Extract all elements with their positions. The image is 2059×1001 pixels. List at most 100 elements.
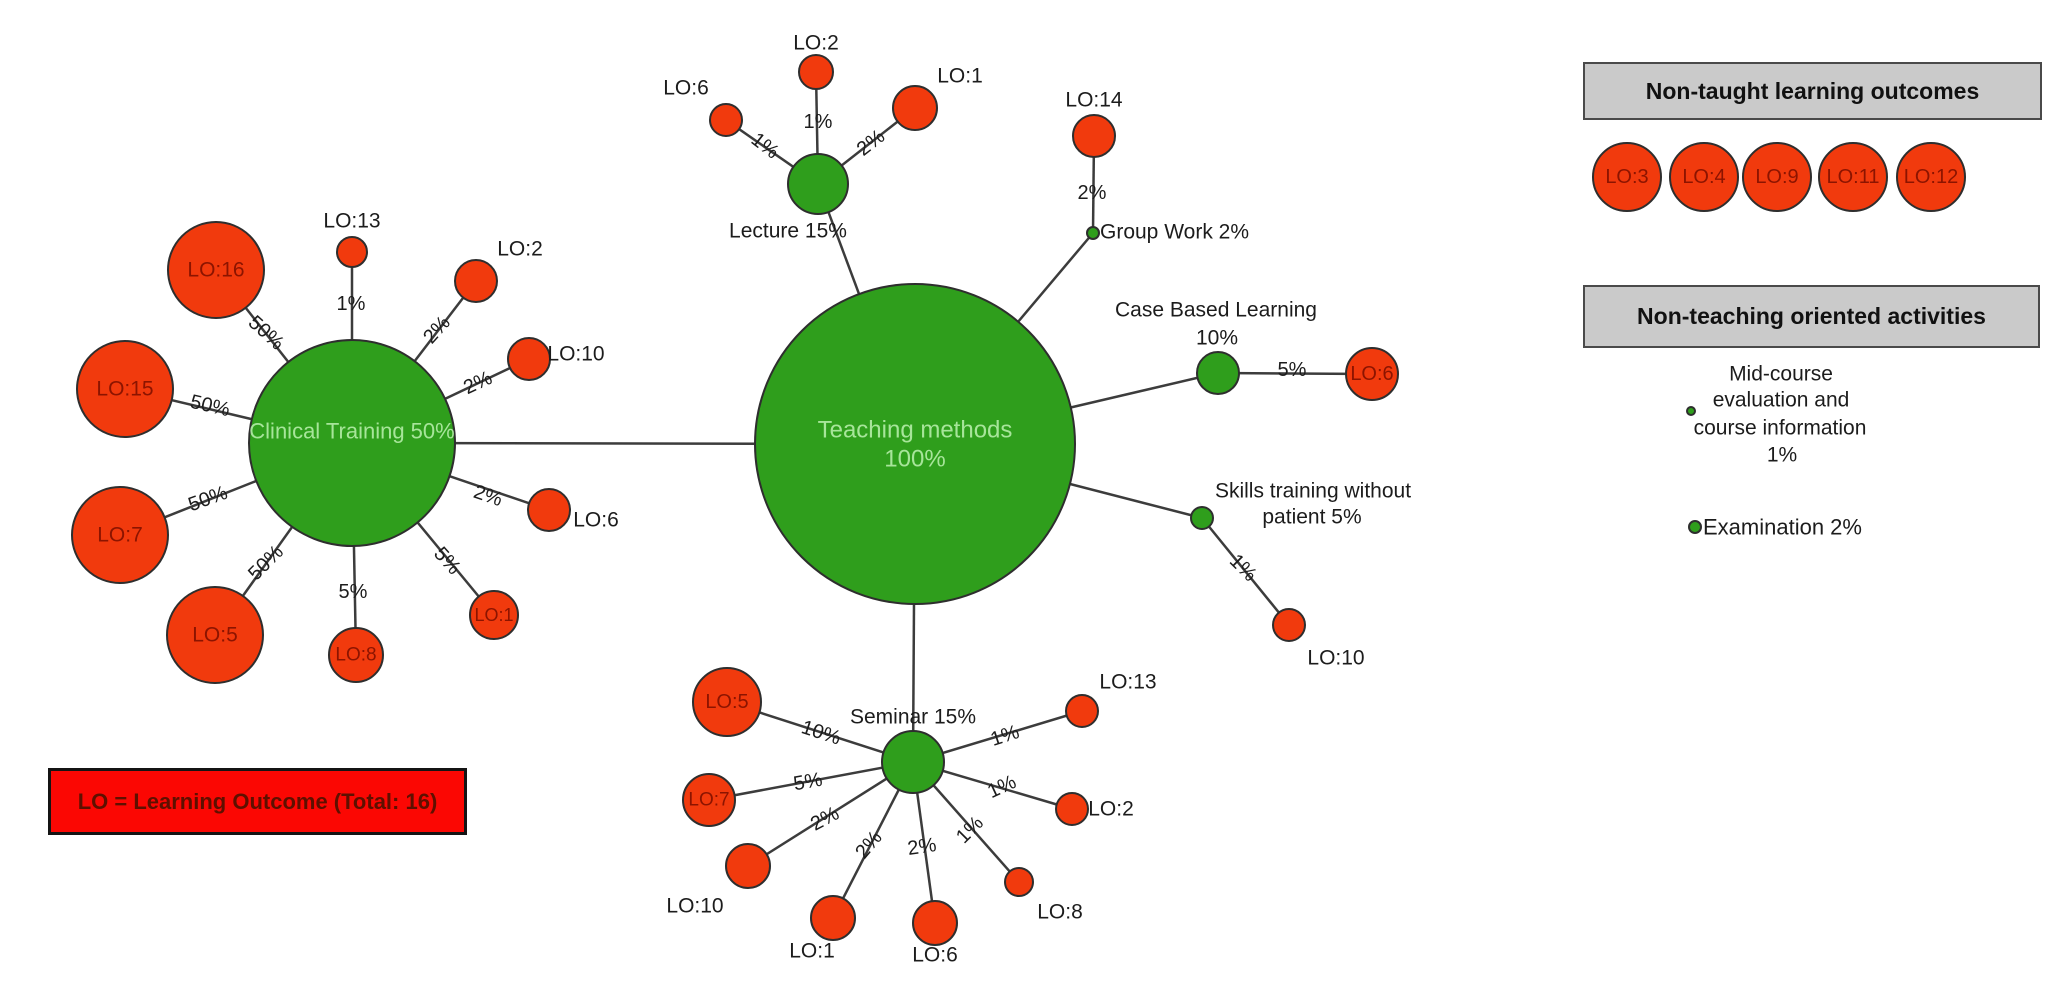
pct-clinical-lo13: 1% <box>337 293 366 315</box>
label-seminar-lo7: LO:7 <box>688 790 729 811</box>
pct-clinical-lo16: 50% <box>244 311 289 354</box>
label-skills-lo10: LO:10 <box>1307 647 1364 670</box>
pct-clinical-lo15: 50% <box>188 391 232 421</box>
label-casebased-lo6: LO:6 <box>1350 363 1393 385</box>
node-clinical-lo6 <box>527 488 571 532</box>
pct-seminar-lo6: 2% <box>906 834 938 860</box>
midcourse-line2: evaluation and <box>1713 389 1850 412</box>
pct-seminar-lo5: 10% <box>799 716 844 749</box>
node-lecture <box>787 153 849 215</box>
node-panel-lo12 <box>1896 142 1966 212</box>
node-groupwork <box>1086 226 1100 240</box>
label-clinical-lo5: LO:5 <box>192 624 238 647</box>
label-skills-line2: patient 5% <box>1262 506 1361 529</box>
pct-lecture-lo2: 1% <box>804 111 833 133</box>
node-casebased <box>1196 351 1240 395</box>
pct-skills-lo10: 1% <box>1225 550 1261 586</box>
node-seminar-lo2 <box>1055 792 1089 826</box>
panel-non-taught-title: Non-taught learning outcomes <box>1645 77 1980 104</box>
node-panel-lo9 <box>1742 142 1812 212</box>
label-clinical-lo6: LO:6 <box>573 509 619 532</box>
label-seminar-lo13: LO:13 <box>1099 671 1156 694</box>
node-midcourse-dot <box>1686 406 1696 416</box>
label-panel-lo3: LO:3 <box>1605 166 1648 188</box>
node-lecture-lo1 <box>892 85 938 131</box>
label-lecture-lo6: LO:6 <box>663 77 709 100</box>
pct-clinical-lo10: 2% <box>460 367 496 399</box>
node-clinical-lo2 <box>454 259 498 303</box>
label-clinical-lo7: LO:7 <box>97 524 143 547</box>
midcourse-line1: Mid-course <box>1729 363 1833 386</box>
pct-seminar-lo1: 2% <box>851 827 887 863</box>
panel-non-teaching-title: Non-teaching oriented activities <box>1637 303 1986 329</box>
label-clinical-lo10: LO:10 <box>547 343 604 366</box>
pct-lecture-lo1: 2% <box>853 125 889 160</box>
label-teaching-line1: Teaching methods <box>818 417 1013 444</box>
edge-skills-lo10 <box>1201 517 1290 626</box>
node-clinical-lo7 <box>71 486 169 584</box>
label-clinical-lo8: LO:8 <box>335 645 376 666</box>
label-clinical-lo16: LO:16 <box>187 259 244 282</box>
node-clinical-lo1 <box>469 590 519 640</box>
node-seminar-lo6 <box>912 900 958 946</box>
label-case-based-line2: 10% <box>1196 327 1238 350</box>
label-seminar-lo5: LO:5 <box>705 691 748 713</box>
label-clinical-lo15: LO:15 <box>96 378 153 401</box>
pct-lecture-lo6: 1% <box>747 128 783 163</box>
node-seminar-lo10 <box>725 843 771 889</box>
label-seminar-lo1: LO:1 <box>789 940 835 963</box>
node-seminar-lo8 <box>1004 867 1034 897</box>
label-case-based-line1: Case Based Learning <box>1115 299 1317 322</box>
label-seminar-lo6: LO:6 <box>912 944 958 967</box>
pct-clinical-lo6: 2% <box>471 481 506 511</box>
pct-clinical-lo8: 5% <box>339 581 368 603</box>
label-lecture-lo1: LO:1 <box>937 65 983 88</box>
label-clinical: Clinical Training 50% <box>249 419 454 444</box>
node-seminar-lo13 <box>1065 694 1099 728</box>
label-examination: Examination 2% <box>1703 515 1862 540</box>
pct-seminar-lo7: 5% <box>792 769 825 796</box>
node-clinical-lo8 <box>328 627 384 683</box>
node-seminar-lo7 <box>682 773 736 827</box>
node-panel-lo4 <box>1669 142 1739 212</box>
midcourse-line4: 1% <box>1767 444 1797 467</box>
panel-non-taught-header: Non-taught learning outcomes <box>1583 62 2042 120</box>
label-panel-lo9: LO:9 <box>1755 166 1798 188</box>
label-panel-lo11: LO:11 <box>1827 166 1880 188</box>
node-seminar-lo5 <box>692 667 762 737</box>
node-seminar <box>881 730 945 794</box>
label-panel-lo12: LO:12 <box>1904 166 1958 188</box>
node-clinical-lo16 <box>167 221 265 319</box>
node-clinical-lo10 <box>507 337 551 381</box>
node-seminar-lo1 <box>810 895 856 941</box>
label-skills-line1: Skills training without <box>1215 480 1411 503</box>
label-group-work: Group Work 2% <box>1100 221 1249 244</box>
node-clinical-lo5 <box>166 586 264 684</box>
node-clinical-lo15 <box>76 340 174 438</box>
lo-legend-box: LO = Learning Outcome (Total: 16) <box>48 768 467 835</box>
pct-seminar-lo2: 1% <box>984 771 1020 803</box>
label-clinical-lo1: LO:1 <box>474 605 513 625</box>
node-clinical-lo13 <box>336 236 368 268</box>
label-clinical-lo13: LO:13 <box>323 210 380 233</box>
node-clinical <box>248 339 456 547</box>
node-teaching <box>754 283 1076 605</box>
node-casebased-lo6 <box>1345 347 1399 401</box>
pct-clinical-lo7: 50% <box>185 482 230 516</box>
label-seminar-lo10: LO:10 <box>666 895 723 918</box>
pct-groupwork-lo14: 2% <box>1078 182 1107 204</box>
label-clinical-lo2: LO:2 <box>497 238 543 261</box>
pct-seminar-lo10: 2% <box>807 802 843 835</box>
node-skills-lo10 <box>1272 608 1306 642</box>
midcourse-line3: course information <box>1694 417 1867 440</box>
label-seminar-lo2: LO:2 <box>1088 798 1134 821</box>
label-seminar-lo8: LO:8 <box>1037 901 1083 924</box>
node-examination-dot <box>1688 520 1702 534</box>
node-lecture-lo2 <box>798 54 834 90</box>
label-lecture: Lecture 15% <box>729 220 847 243</box>
node-panel-lo11 <box>1818 142 1888 212</box>
node-groupwork-lo14 <box>1072 114 1116 158</box>
